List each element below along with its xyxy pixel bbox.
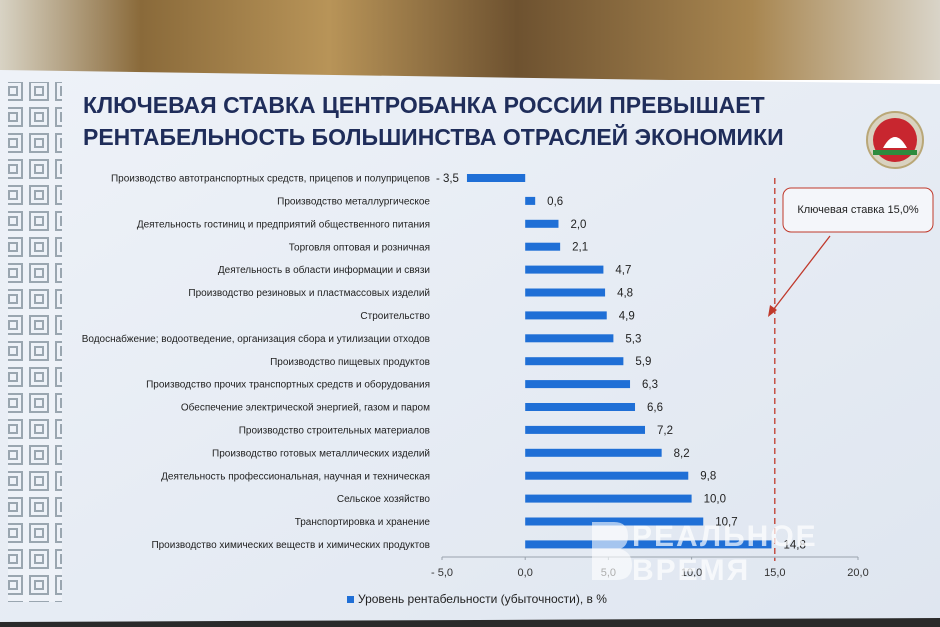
category-label: Производство пищевых продуктов <box>270 357 430 368</box>
category-label: Сельское хозяйство <box>337 494 431 505</box>
annotation-arrow <box>769 235 831 315</box>
x-tick-label: 20,0 <box>847 567 868 579</box>
value-label: 9,8 <box>700 471 716 483</box>
bar <box>525 265 604 274</box>
value-label: 2,1 <box>572 242 588 254</box>
category-label: Производство металлургическое <box>277 197 430 208</box>
category-label: Транспортировка и хранение <box>295 517 431 528</box>
category-label: Производство готовых металлических издел… <box>212 448 430 459</box>
bar <box>525 471 689 480</box>
category-label: Деятельность в области информации и связ… <box>218 264 430 276</box>
value-label: 8,2 <box>674 448 690 460</box>
bar <box>525 494 692 503</box>
watermark: ВРЕМЯ <box>632 554 750 587</box>
x-tick-label: - 5,0 <box>431 567 453 579</box>
bar <box>525 380 631 389</box>
screen-edge <box>0 616 940 627</box>
value-label: 5,3 <box>625 333 641 345</box>
legend-marker <box>347 596 354 603</box>
category-label: Производство прочих транспортных средств… <box>146 379 430 391</box>
bar <box>525 448 662 457</box>
bar <box>525 403 636 411</box>
bar <box>525 242 561 251</box>
x-tick-label: 15,0 <box>764 567 785 579</box>
ornament-border <box>8 82 62 602</box>
category-label: Производство автотранспортных средств, п… <box>111 174 430 185</box>
value-label: 10,0 <box>704 494 726 506</box>
value-label: 4,7 <box>615 265 631 277</box>
category-label: Строительство <box>360 311 430 322</box>
bar <box>525 540 772 549</box>
annotation-arrowhead <box>768 305 777 317</box>
value-label: 7,2 <box>657 425 673 437</box>
category-label: Деятельность гостиниц и предприятий обще… <box>137 218 430 230</box>
category-label: Деятельность профессиональная, научная и… <box>161 470 430 482</box>
category-label: Производство строительных материалов <box>239 426 430 437</box>
value-label: 5,9 <box>635 356 651 368</box>
bar <box>525 357 624 366</box>
value-label: 2,0 <box>570 219 586 231</box>
category-label: Производство химических веществ и химиче… <box>151 540 430 551</box>
value-label: 4,9 <box>619 310 635 322</box>
value-label: 4,8 <box>617 288 633 300</box>
title-line: КЛЮЧЕВАЯ СТАВКА ЦЕНТРОБАНКА РОССИИ ПРЕВЫ… <box>83 92 765 118</box>
value-label: 10,7 <box>715 517 737 529</box>
bar <box>525 334 614 343</box>
slide <box>0 70 940 622</box>
bar <box>525 219 559 228</box>
legend-label: Уровень рентабельности (убыточности), в … <box>358 592 607 606</box>
watermark-logo <box>592 522 632 580</box>
annotation-text: Ключевая ставка 15,0% <box>797 204 919 216</box>
background-curtain <box>0 0 940 80</box>
bar <box>525 517 704 526</box>
bar <box>525 288 606 297</box>
bar <box>525 311 607 320</box>
value-label: - 3,5 <box>436 173 459 185</box>
bar <box>525 196 536 205</box>
annotation-box <box>782 187 934 233</box>
bar <box>466 174 526 182</box>
x-tick-label: 0,0 <box>518 567 533 579</box>
x-tick-label: 10,0 <box>681 567 702 579</box>
title-line: РЕНТАБЕЛЬНОСТЬ БОЛЬШИНСТВА ОТРАСЛЕЙ ЭКОН… <box>83 123 784 150</box>
category-label: Водоснабжение; водоотведение, организаци… <box>82 333 430 345</box>
value-label: 0,6 <box>547 196 563 208</box>
watermark: РЕАЛЬНОЕ <box>632 520 818 553</box>
value-label: 6,6 <box>647 402 663 414</box>
bar <box>525 425 646 434</box>
category-label: Производство резиновых и пластмассовых и… <box>188 288 430 299</box>
category-label: Торговля оптовая и розничная <box>289 242 430 253</box>
value-label: 6,3 <box>642 379 658 391</box>
category-label: Обеспечение электрической энергией, газо… <box>181 402 430 414</box>
logo <box>866 111 924 169</box>
value-label: 14,8 <box>783 539 805 551</box>
